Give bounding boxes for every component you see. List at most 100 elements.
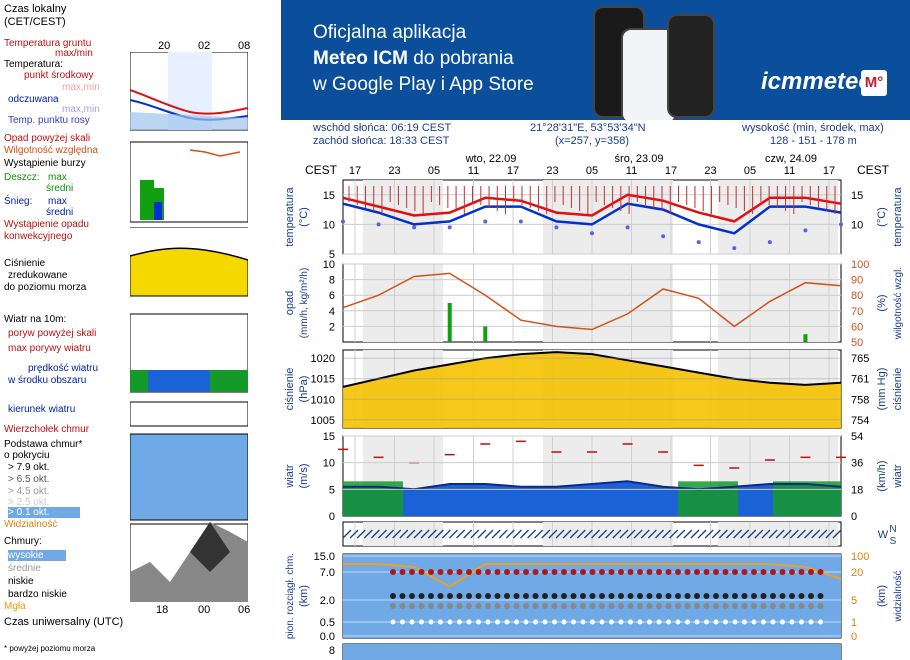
cloud-base2-dot-41 xyxy=(779,603,786,609)
temp-dew-point-5 xyxy=(518,219,523,224)
hum-tick-50: 50 xyxy=(851,337,863,349)
wind-arrow-49 xyxy=(690,529,700,539)
wind-arrow-54 xyxy=(726,529,735,539)
legend-tick-02: 02 xyxy=(198,40,211,52)
legend-tick-20: 20 xyxy=(158,40,171,52)
wind-arrow-27 xyxy=(534,529,544,539)
cloud-base2-dot-9 xyxy=(475,603,482,609)
rain-bar-3 xyxy=(447,303,452,342)
hour-label-2: 05 xyxy=(428,165,440,177)
wind-arrow-52 xyxy=(711,529,721,539)
cloud-base2-dot-26 xyxy=(637,603,643,609)
axis-temp-right: temperatura xyxy=(892,186,904,246)
temp-dew-point-11 xyxy=(732,246,737,251)
cloud-base2-dot-16 xyxy=(542,603,548,609)
cloud-base-dot-5 xyxy=(437,593,444,599)
legend-temp-ground: Temperatura gruntu xyxy=(4,38,92,49)
precip-tick-10: 10 xyxy=(323,259,335,271)
wind-arrow-46 xyxy=(669,529,679,539)
wind-arrow-59 xyxy=(761,529,771,539)
wind-tick-right-36: 36 xyxy=(851,458,863,470)
cloud-base2-dot-12 xyxy=(504,603,510,609)
wind-arrow-21 xyxy=(491,529,501,539)
cloud-top-dot-22 xyxy=(599,569,605,575)
cloud-top-dot-21 xyxy=(589,569,596,575)
cloud-base3-dot-34 xyxy=(713,619,719,625)
legend-mini-charts xyxy=(130,52,248,602)
cloud-top-dot-11 xyxy=(494,569,501,575)
press-tick-right-758: 758 xyxy=(851,394,869,406)
legend-tick-08: 08 xyxy=(238,40,251,52)
legend-visibility: Widzialność xyxy=(4,519,58,530)
hour-label-11: 11 xyxy=(784,165,795,177)
legend-time-title: Czas lokalny xyxy=(4,3,67,15)
cloud-base2-dot-32 xyxy=(694,603,700,609)
press-tick-left-1015: 1015 xyxy=(311,374,335,386)
cloud-top-dot-28 xyxy=(656,569,662,575)
wind-arrow-31 xyxy=(562,529,572,539)
cloud-top-dot-35 xyxy=(722,569,729,575)
wind-arrow-26 xyxy=(527,529,537,539)
brand-logo: icmmeteo xyxy=(761,68,874,95)
bottom-tick-8: 8 xyxy=(329,645,335,657)
cloud-top-dot-5 xyxy=(437,569,444,575)
temp-tick-right-10: 10 xyxy=(851,219,863,231)
cloud-base3-dot-38 xyxy=(751,619,757,625)
cloud-base3-dot-26 xyxy=(637,619,643,625)
day-label-0: wto, 22.09 xyxy=(465,153,517,165)
cloud-base3-dot-41 xyxy=(780,619,785,625)
cloud-base2-dot-35 xyxy=(722,603,729,609)
wind-arrow-50 xyxy=(697,529,707,539)
wind-arrow-29 xyxy=(548,529,558,539)
cloud-top-dot-36 xyxy=(732,569,738,575)
wind-tick-right-0: 0 xyxy=(851,511,857,523)
cloud-base2-dot-42 xyxy=(789,603,795,609)
wind-arrow-14 xyxy=(441,529,451,539)
promo-banner[interactable]: Oficjalna aplikacja Meteo ICM do pobrani… xyxy=(281,0,910,120)
wind-arrow-0 xyxy=(342,529,352,539)
legend-okt3: > 4.5 okt. xyxy=(8,486,50,497)
cloud-top-dot-42 xyxy=(789,569,795,575)
wind-arrow-69 xyxy=(832,529,842,539)
banner-text: Oficjalna aplikacja Meteo ICM do pobrani… xyxy=(313,20,534,98)
temp-dew-point-2 xyxy=(412,225,417,230)
cloud-base3-dot-31 xyxy=(685,619,690,625)
cloud-base3-dot-18 xyxy=(561,619,567,625)
cloud-base2-dot-37 xyxy=(741,603,748,609)
legend-cloud-base2: o pokryciu xyxy=(4,450,50,461)
legend-dew-mid: punkt środkowy xyxy=(24,70,94,81)
wind-arrow-60 xyxy=(768,529,778,539)
cloud-base2-dot-24 xyxy=(618,603,624,609)
precip-tick-6: 6 xyxy=(329,290,335,302)
legend-utc-06: 06 xyxy=(238,604,251,616)
cloud-base3-dot-6 xyxy=(447,619,453,625)
wind-arrow-11 xyxy=(420,529,430,539)
cloud-top-dot-26 xyxy=(637,569,643,575)
cest-left-label: CEST xyxy=(305,163,338,177)
cloud-base2-dot-3 xyxy=(418,603,425,609)
wind-arrow-33 xyxy=(576,529,586,539)
cloud-base-dot-0 xyxy=(390,593,396,599)
legend-wind-speed: prędkość wiatru xyxy=(28,363,99,374)
cloud-base2-dot-4 xyxy=(428,603,434,609)
legend-okt1: > 7.9 okt. xyxy=(8,462,50,473)
legend-rain: Deszcz: xyxy=(4,172,40,183)
wind-arrow-32 xyxy=(569,529,579,539)
cloud-base-dot-22 xyxy=(599,593,605,599)
cloud-base-dot-24 xyxy=(618,593,624,599)
cloud-base2-dot-7 xyxy=(456,603,463,609)
wind-arrow-51 xyxy=(704,529,714,539)
axis-vis-right: widzialność xyxy=(893,570,904,622)
cloud-base3-dot-5 xyxy=(438,619,443,625)
cloud-tick-right-0: 0 xyxy=(851,631,857,643)
cloud-base2-dot-36 xyxy=(732,603,738,609)
cloud-base2-dot-22 xyxy=(599,603,605,609)
legend-maxmin: max/min xyxy=(55,48,93,59)
day-label-1: śro, 23.09 xyxy=(615,153,664,165)
temp-dew-point-0 xyxy=(341,219,345,224)
cloud-base3-dot-42 xyxy=(789,619,795,625)
axis-cloud-left-unit: (km) xyxy=(298,585,310,607)
hum-tick-100: 100 xyxy=(851,259,869,271)
cloud-top-dot-19 xyxy=(570,569,577,575)
